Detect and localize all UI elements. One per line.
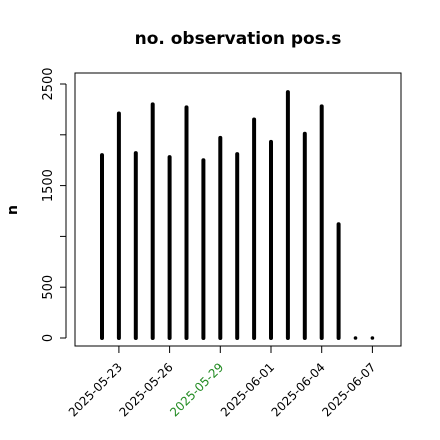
y-axis: 0 500 1500 2500 [41, 67, 67, 342]
y-axis-label: n [5, 205, 21, 215]
x-axis: 2025-05-232025-05-262025-05-292025-06-01… [66, 345, 379, 419]
bar-zero-point [370, 336, 375, 340]
chart-title: no. observation pos.s [135, 29, 342, 49]
bars-group [100, 90, 375, 340]
y-tick-label: 0 [41, 334, 56, 342]
y-tick-label: 1500 [41, 169, 56, 202]
y-tick-label: 2500 [41, 67, 56, 100]
y-tick-label: 500 [41, 275, 56, 300]
bar-zero-point [353, 336, 358, 340]
x-tick-label: 2025-06-07 [319, 360, 378, 419]
